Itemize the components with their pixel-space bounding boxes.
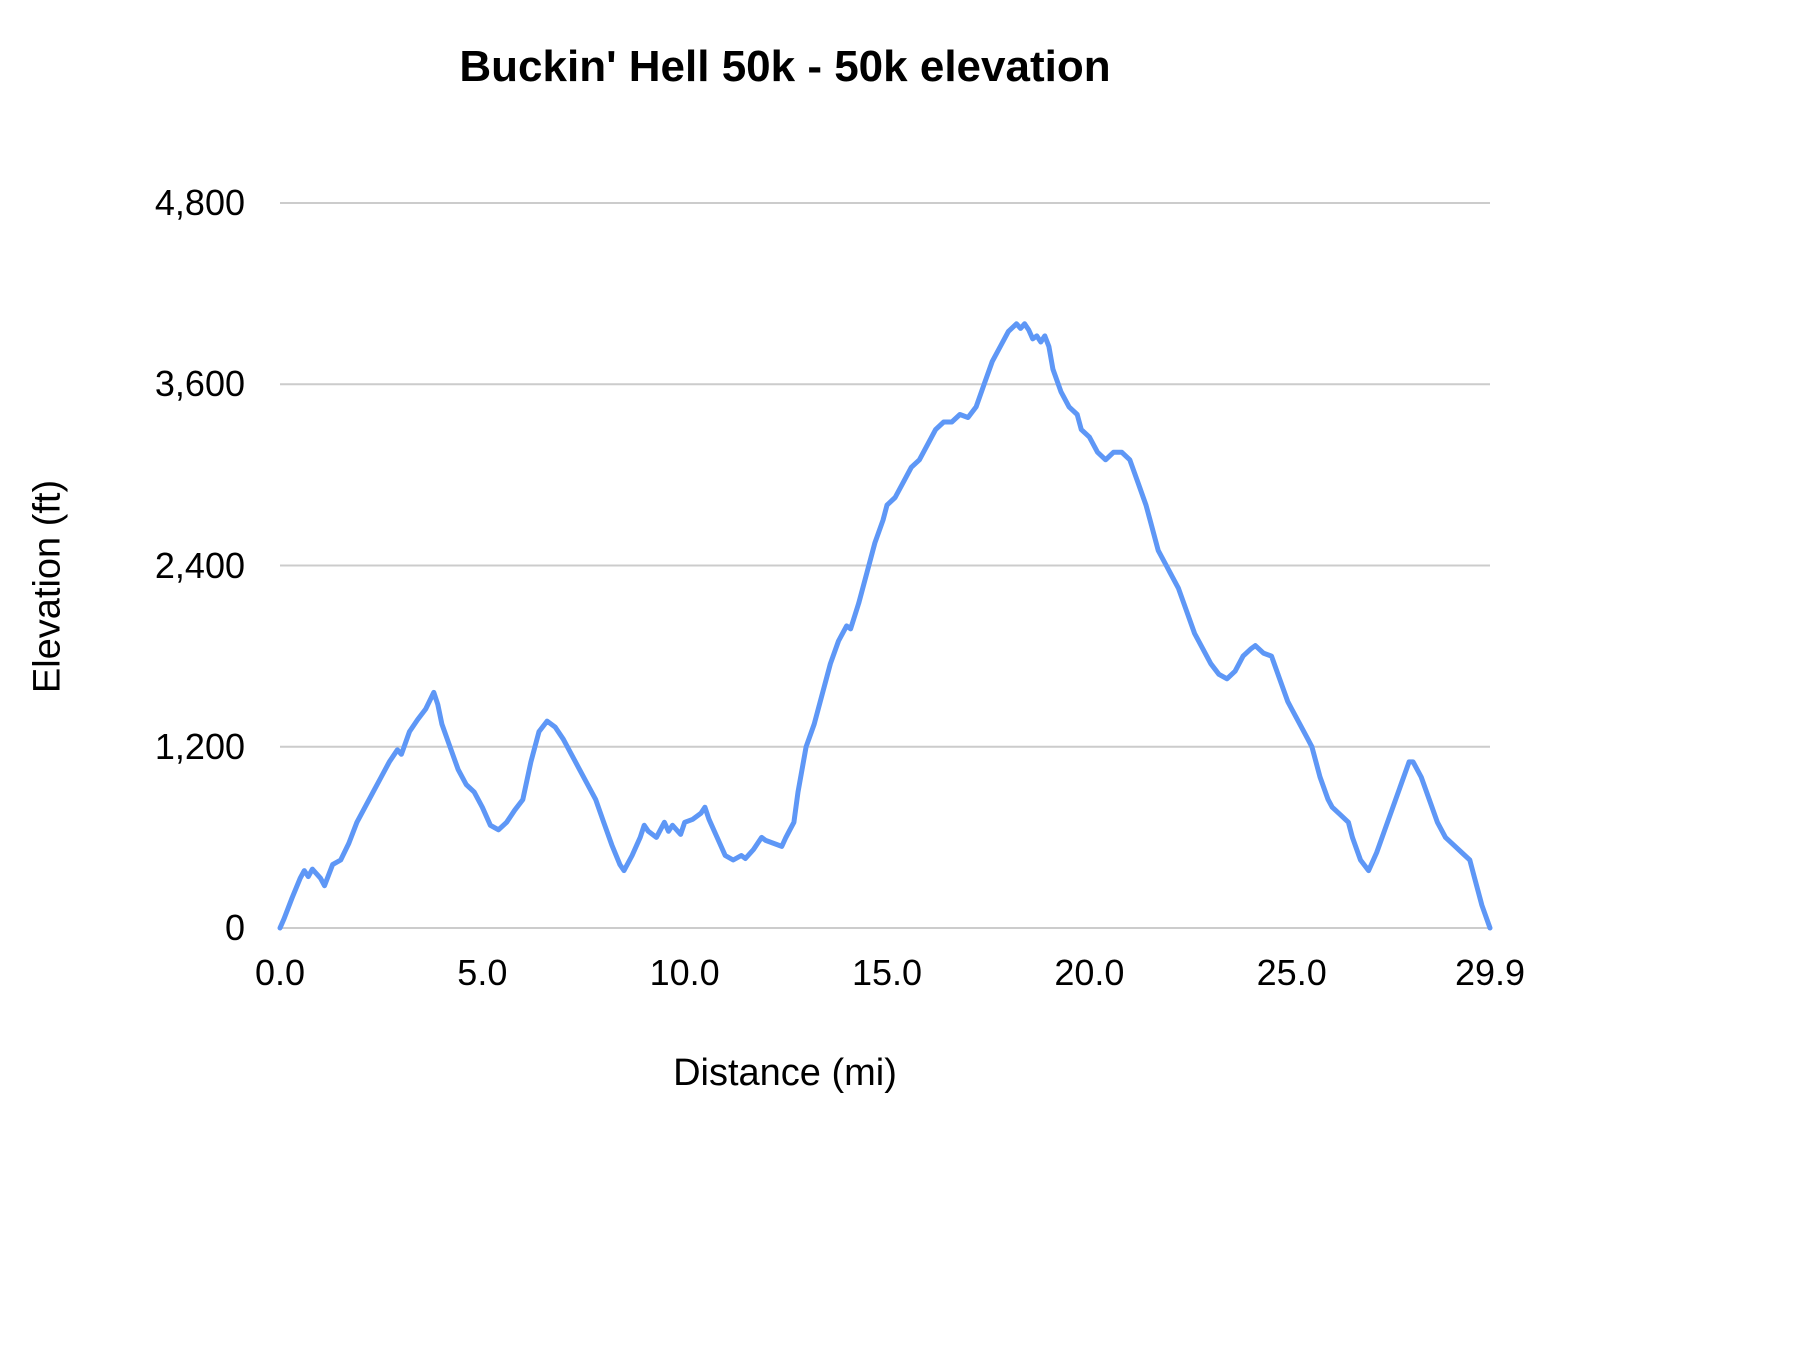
chart-title: Buckin' Hell 50k - 50k elevation [459, 42, 1111, 91]
y-tick-label: 3,600 [154, 363, 245, 405]
elevation-chart-svg [277, 202, 1493, 931]
x-tick-label: 29.9 [1454, 952, 1526, 993]
x-tick-label: 5.0 [457, 952, 508, 993]
elevation-line [277, 321, 1493, 931]
x-axis-tick-labels: 0.0 5.0 10.0 15.0 20.0 25.0 29.9 [255, 952, 1525, 1007]
y-tick-label: 4,800 [154, 182, 245, 223]
x-tick-label: 15.0 [851, 952, 923, 993]
y-tick-label: 0 [224, 907, 245, 948]
plot-area [277, 202, 1493, 931]
y-tick-label: 1,200 [154, 725, 245, 767]
x-axis-label: Distance (mi) [673, 1052, 897, 1094]
x-tick-label: 0.0 [254, 952, 306, 993]
y-axis-tick-labels: 0 1,200 2,400 3,600 4,800 [0, 182, 245, 948]
x-tick-label: 20.0 [1054, 952, 1125, 993]
x-tick-label: 25.0 [1256, 952, 1327, 993]
x-tick-label: 10.0 [649, 952, 720, 993]
y-tick-label: 2,400 [154, 544, 245, 586]
